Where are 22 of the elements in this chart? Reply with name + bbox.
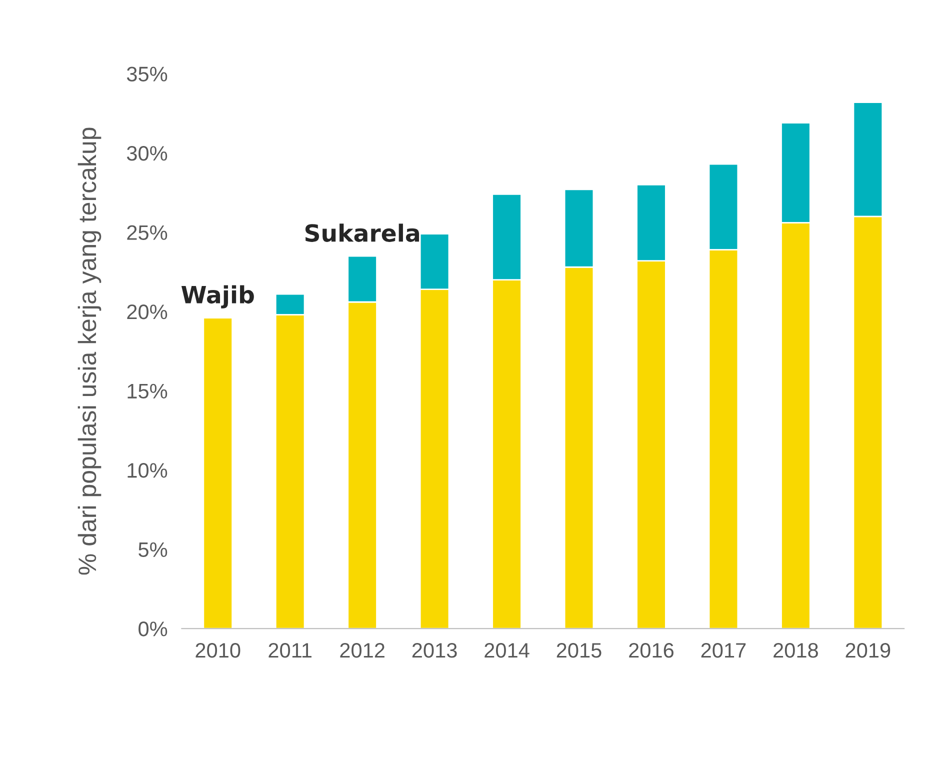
y-tick-label: 10% [128,463,168,478]
y-tick-label: 20% [127,304,168,320]
y-tick-label: 0% [138,622,168,636]
x-tick-label: 2015 [556,643,602,658]
y-tick-label: 15% [128,384,168,399]
x-tick-label: 2017 [701,643,746,658]
series-label: Wajib [181,285,254,308]
bar [202,317,233,629]
y-tick-label: 35% [126,66,168,82]
x-tick-label: 2019 [846,643,890,658]
x-tick-label: 2012 [340,643,384,658]
y-axis-title: % dari populasi usia kerja yang tercakup [78,128,102,575]
x-tick-label: 2013 [412,643,457,658]
x-tick-label: 2018 [774,643,818,658]
x-tick-label: 2010 [196,643,240,658]
x-tick-label: 2011 [268,643,312,658]
y-tick-label: 30% [126,146,168,161]
y-tick-label: 5% [138,542,168,558]
series-label: Sukarela [305,224,420,242]
y-tick-label: 25% [127,225,168,240]
x-tick-label: 2016 [629,643,674,658]
x-tick-label: 2014 [484,643,530,658]
